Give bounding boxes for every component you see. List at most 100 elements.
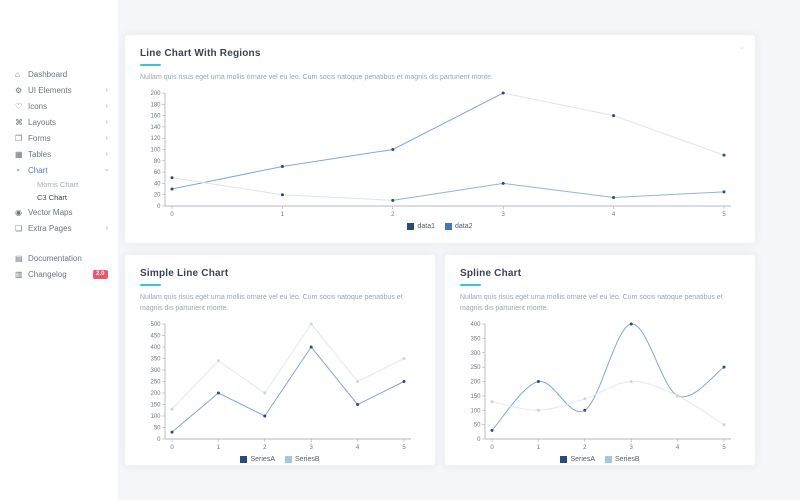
y-tick-label: 350 — [150, 356, 161, 362]
sidebar-item-changelog[interactable]: ▥ Changelog 2.0 — [0, 266, 118, 282]
sidebar-item-ui-elements[interactable]: ⚙ UI Elements › — [0, 82, 118, 98]
sidebar-item-dashboard[interactable]: ⌂ Dashboard — [0, 66, 118, 82]
data-point-data1[interactable] — [501, 91, 505, 95]
data-point-SeriesB[interactable] — [402, 356, 406, 360]
data-point-data2[interactable] — [280, 193, 284, 197]
data-point-SeriesA[interactable] — [722, 365, 726, 369]
data-point-data2[interactable] — [391, 198, 395, 202]
data-point-SeriesA[interactable] — [170, 430, 174, 434]
legend-swatch — [240, 456, 248, 464]
series-segment-data2 — [613, 191, 725, 198]
data-point-data1[interactable] — [391, 147, 395, 151]
y-tick-label: 150 — [150, 402, 161, 408]
x-tick-label: 3 — [502, 212, 506, 218]
sidebar-item-layouts[interactable]: ⌘ Layouts › — [0, 114, 118, 130]
card-subtitle: Nullam quis risus eget urna mollis ornar… — [140, 74, 493, 81]
sidebar-item-extra-pages[interactable]: ❏ Extra Pages › — [0, 220, 118, 236]
x-tick-label: 1 — [281, 212, 285, 218]
chevron-right-icon: › — [105, 85, 108, 94]
series-segment-SeriesA — [357, 380, 405, 405]
data-point-SeriesB[interactable] — [309, 322, 313, 326]
x-tick-label: 4 — [356, 445, 360, 451]
chevron-right-icon: › — [105, 149, 108, 158]
series-segment-SeriesA — [264, 346, 312, 416]
x-tick-label: 1 — [217, 445, 221, 451]
data-point-SeriesB[interactable] — [216, 358, 220, 362]
sidebar-item-icons[interactable]: ♡ Icons › — [0, 98, 118, 114]
data-point-SeriesB[interactable] — [170, 407, 174, 411]
chevron-down-icon: › — [736, 46, 748, 50]
series-segment-data1 — [392, 92, 504, 150]
data-point-SeriesA[interactable] — [356, 402, 360, 406]
data-point-data2[interactable] — [612, 195, 616, 199]
data-point-SeriesA[interactable] — [216, 391, 220, 395]
legend-item-seriesa[interactable]: SeriesA — [240, 456, 275, 464]
y-tick-label: 0 — [157, 204, 161, 210]
series-segment-data2 — [171, 177, 283, 196]
x-tick-label: 0 — [490, 445, 494, 451]
x-tick-label: 5 — [722, 445, 726, 451]
x-tick-label: 4 — [676, 445, 680, 451]
data-point-data1[interactable] — [280, 164, 284, 168]
dashboard-icon: ⌂ — [15, 69, 20, 79]
data-point-SeriesA[interactable] — [583, 408, 587, 412]
data-point-SeriesB[interactable] — [536, 408, 540, 412]
data-point-SeriesB[interactable] — [356, 379, 360, 383]
y-tick-label: 20 — [154, 193, 161, 199]
sidebar-subitem-morris-chart[interactable]: Morris Chart — [37, 180, 79, 189]
legend-item-seriesa[interactable]: SeriesA — [560, 456, 595, 464]
y-tick-label: 500 — [150, 322, 161, 328]
data-point-data1[interactable] — [722, 153, 726, 157]
sidebar-item-documentation[interactable]: ▤ Documentation — [0, 250, 118, 266]
data-point-SeriesA[interactable] — [309, 345, 313, 349]
simple-line-chart-plot[interactable]: 0 50 100 150 200 250 300 350 400 450 500 0 1 2 3 4 5 — [140, 318, 420, 454]
data-point-SeriesB[interactable] — [263, 391, 267, 395]
chevron-right-icon: › — [105, 133, 108, 142]
legend-label: SeriesB — [295, 456, 320, 464]
spline-chart-plot[interactable]: 0 50 100 150 200 250 300 350 400 0 1 2 3 4 5 — [460, 318, 740, 454]
sidebar-item-chart[interactable]: ◔ Chart › — [0, 162, 118, 178]
data-point-data2[interactable] — [722, 190, 726, 194]
y-tick-label: 50 — [474, 422, 481, 428]
legend-item-seriesb[interactable]: SeriesB — [605, 456, 640, 464]
data-point-SeriesA[interactable] — [402, 379, 406, 383]
y-tick-label: 100 — [150, 414, 161, 420]
data-point-data1[interactable] — [612, 113, 616, 117]
y-tick-label: 400 — [150, 345, 161, 351]
data-point-SeriesA[interactable] — [490, 428, 494, 432]
chart-legend: SeriesA SeriesB — [140, 454, 420, 466]
x-tick-label: 2 — [583, 445, 587, 451]
sidebar-item-label: Vector Maps — [28, 207, 73, 217]
legend-label: data1 — [417, 223, 435, 231]
sidebar-subitem-c3-chart[interactable]: C3 Chart — [37, 193, 68, 202]
legend-item-data1[interactable]: data1 — [407, 223, 435, 231]
data-point-data2[interactable] — [501, 181, 505, 185]
data-point-SeriesA[interactable] — [263, 414, 267, 418]
y-tick-label: 200 — [150, 91, 161, 97]
sidebar-item-forms[interactable]: ❐ Forms › — [0, 130, 118, 146]
x-tick-label: 3 — [310, 445, 314, 451]
x-tick-label: 5 — [722, 212, 726, 218]
sidebar-item-tables[interactable]: ▦ Tables › — [0, 146, 118, 162]
legend-swatch — [445, 223, 452, 231]
y-tick-label: 400 — [470, 322, 481, 328]
data-point-SeriesB[interactable] — [722, 422, 726, 426]
data-point-SeriesA[interactable] — [536, 379, 540, 383]
card-line-chart-with-regions: › Line Chart With Regions Nullam quis ri… — [125, 35, 755, 243]
data-point-SeriesB[interactable] — [676, 394, 680, 398]
data-point-data1[interactable] — [170, 187, 174, 191]
data-point-SeriesA[interactable] — [629, 322, 633, 326]
data-point-SeriesB[interactable] — [583, 396, 587, 400]
chevron-down-icon: › — [102, 168, 112, 172]
icons-icon: ♡ — [15, 101, 23, 111]
data-point-data2[interactable] — [170, 176, 174, 180]
x-tick-label: 2 — [391, 212, 395, 218]
legend-item-data2[interactable]: data2 — [445, 223, 473, 231]
series-segment-data1 — [503, 92, 614, 116]
line-chart-with-regions-plot[interactable]: 0 20 40 60 80 100 120 140 160 180 200 0 1 2 3 4 5 — [140, 87, 740, 221]
legend-swatch — [605, 456, 612, 464]
data-point-SeriesB[interactable] — [490, 399, 494, 403]
sidebar-item-vector-maps[interactable]: ◉ Vector Maps — [0, 204, 118, 220]
legend-item-seriesb[interactable]: SeriesB — [285, 456, 320, 464]
data-point-SeriesB[interactable] — [629, 379, 633, 383]
